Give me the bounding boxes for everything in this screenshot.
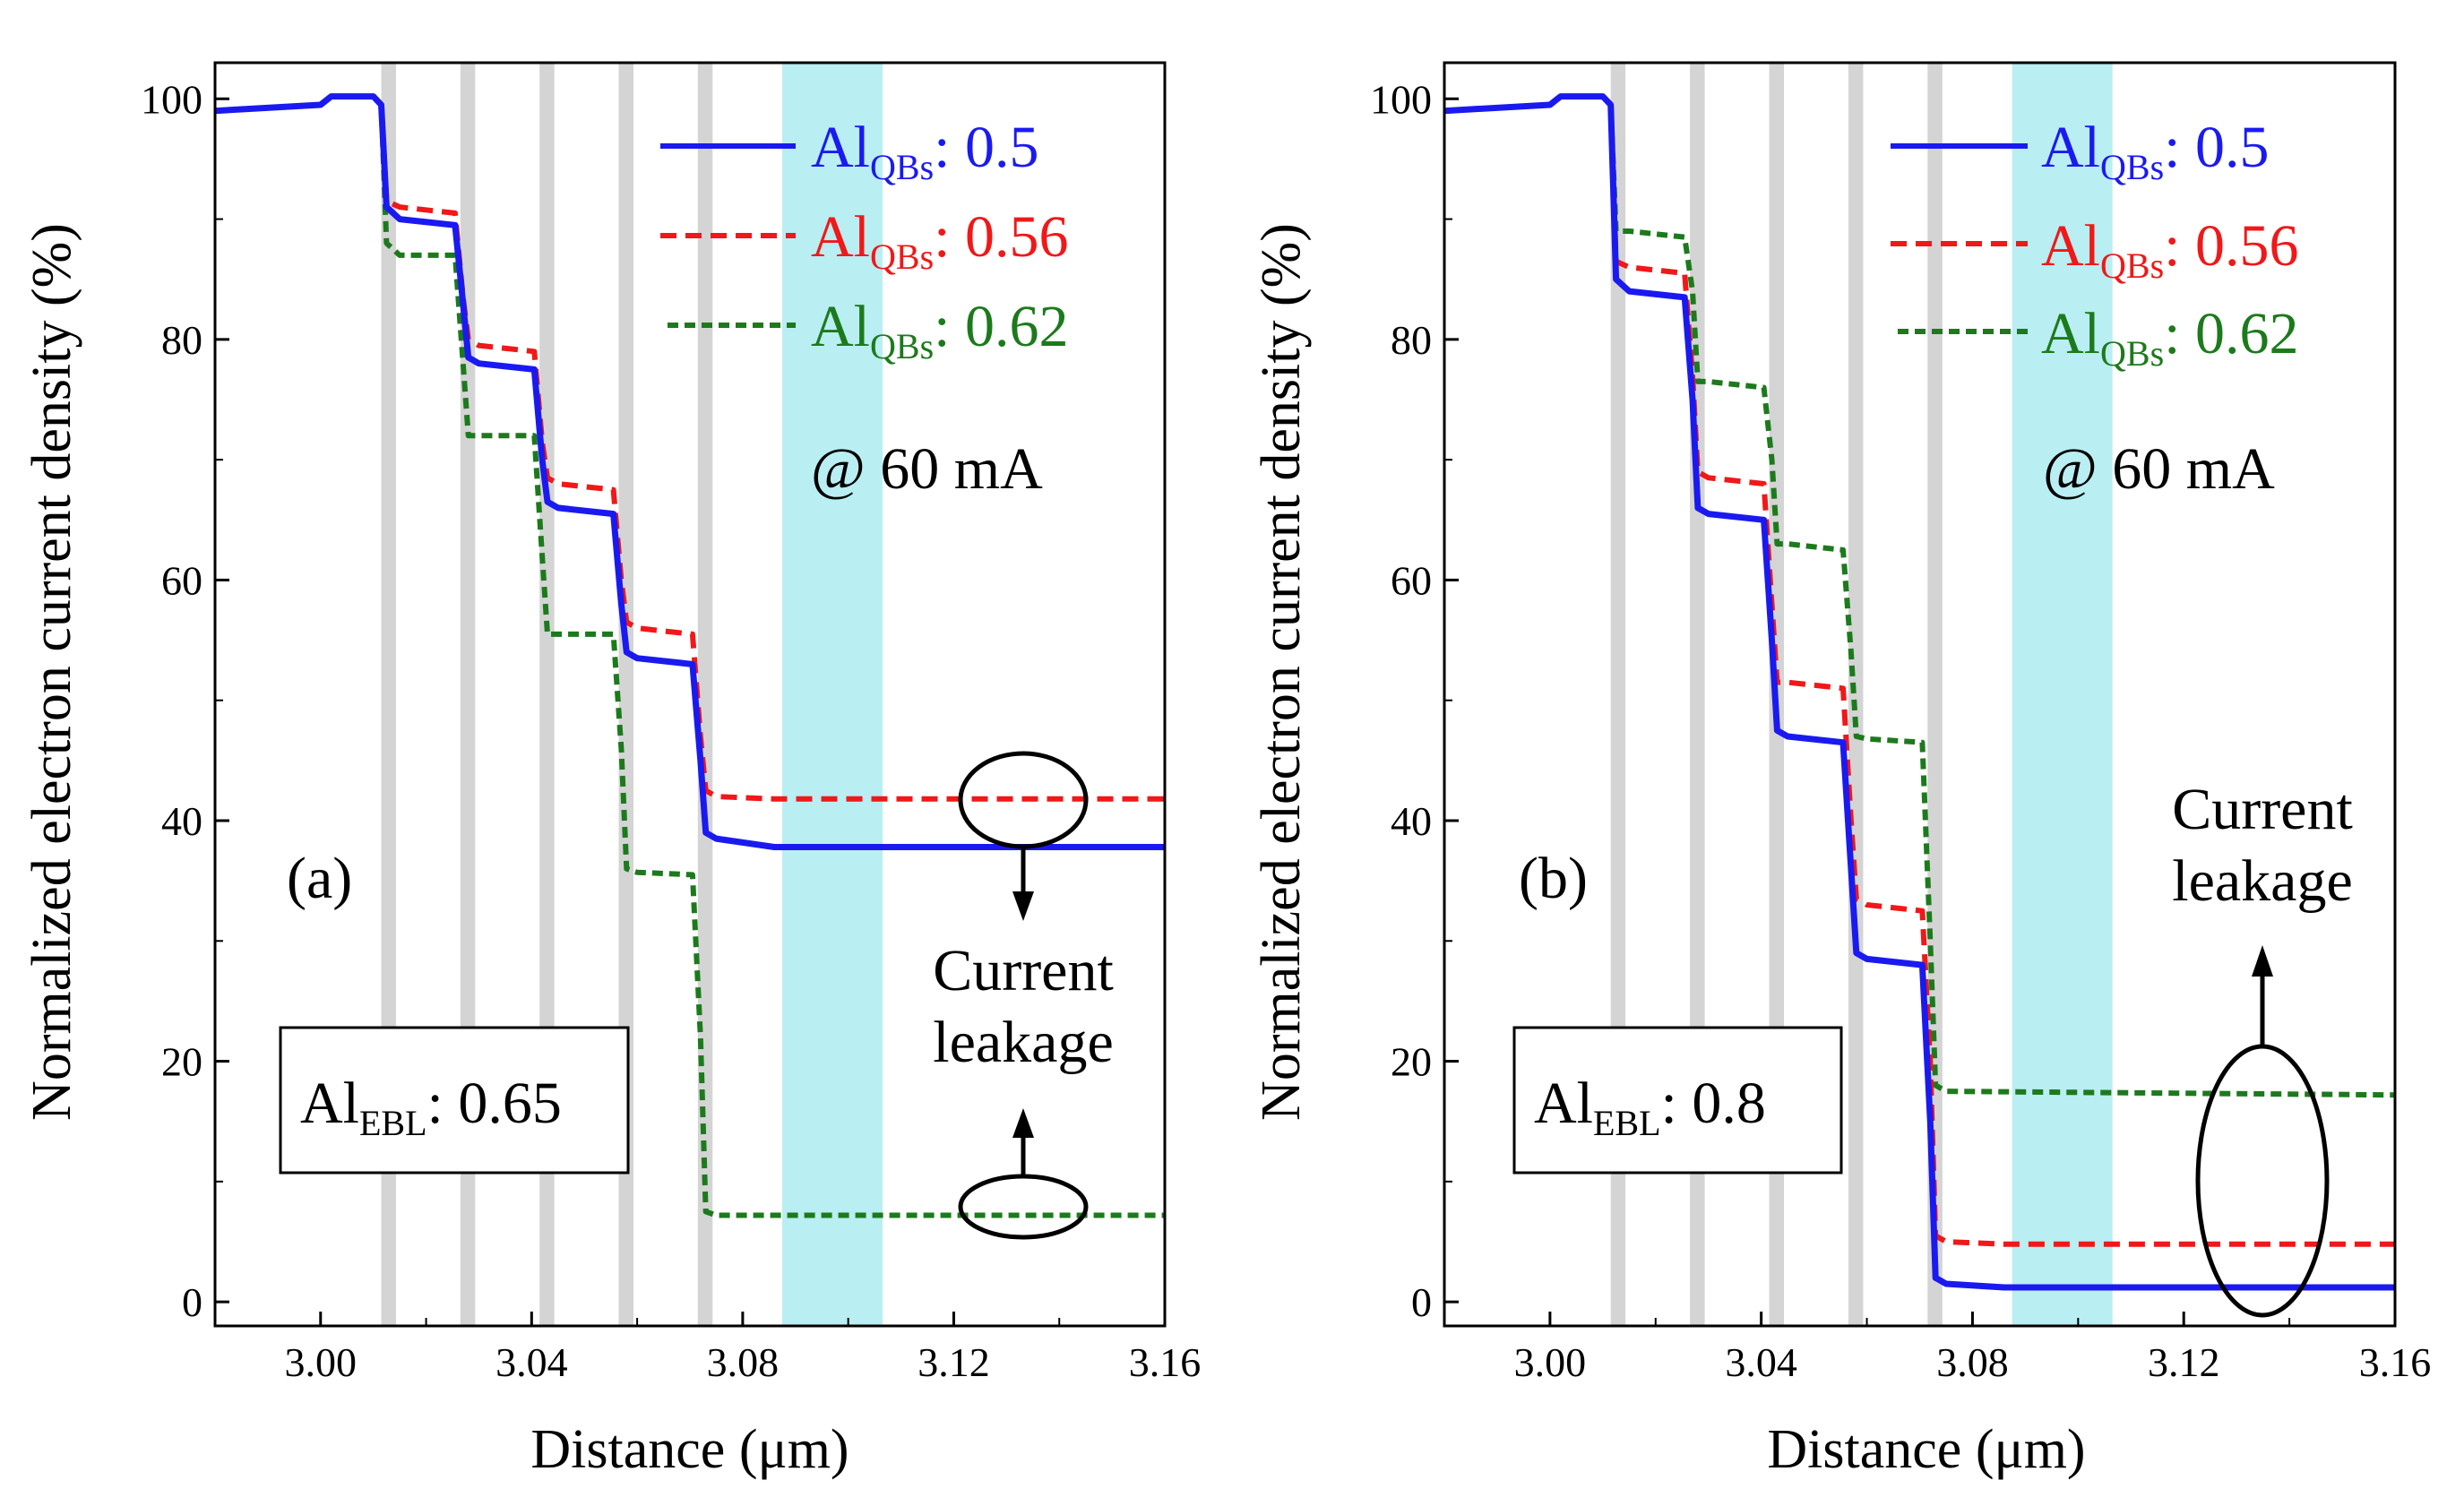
- series-line-b-0: [1443, 93, 2395, 1291]
- barrier-band-a-3: [618, 63, 633, 1326]
- y-tick-label-b-5: 100: [1370, 76, 1432, 122]
- barrier-band-a-1: [460, 63, 476, 1326]
- bands-b: [1610, 63, 2113, 1326]
- series-b: [1443, 93, 2396, 1291]
- y-tick-label-b-0: 0: [1411, 1279, 1432, 1325]
- x-tick-label-b-1: 3.04: [1725, 1339, 1797, 1385]
- x-tick-label-b-4: 3.16: [2359, 1339, 2432, 1385]
- panel-label-b: (b): [1519, 846, 1588, 911]
- barrier-band-b-4: [1927, 63, 1943, 1326]
- condition-label-a: @ 60 mA: [811, 436, 1043, 502]
- y-tick-label-b-3: 60: [1391, 557, 1432, 603]
- y-tick-label-a-3: 60: [161, 557, 202, 603]
- leakage-text-line1-a: Current: [933, 938, 1114, 1003]
- y-tick-label-a-0: 0: [182, 1279, 202, 1325]
- ebl-label-a: AlEBL: 0.65: [300, 1071, 562, 1143]
- bands-a: [381, 63, 883, 1326]
- y-tick-label-b-2: 40: [1391, 798, 1432, 844]
- x-axis-title-b: Distance (μm): [1767, 1419, 2085, 1480]
- ticks-b: 3.00 3.04 3.08 3.12 3.16 0 20 40 60 80 100: [1370, 76, 2431, 1385]
- y-tick-label-a-5: 100: [141, 76, 202, 122]
- legend-a: AlQBs: 0.5 AlQBs: 0.56 AlQBs: 0.62: [660, 115, 1068, 366]
- legend-label-b-1: AlQBs: 0.56: [2041, 213, 2298, 286]
- y-tick-label-a-1: 20: [161, 1039, 202, 1085]
- plot-frame-a: [213, 61, 1167, 1328]
- leakage-annotation-a: Current leakage: [933, 751, 1114, 1240]
- ebl-band-a: [782, 63, 883, 1326]
- series-a: [214, 93, 1165, 1218]
- x-tick-label-a-2: 3.08: [707, 1339, 780, 1385]
- barrier-band-a-0: [381, 63, 396, 1326]
- panel-label-a: (a): [287, 846, 352, 911]
- plot-frame-b: [1443, 61, 2397, 1328]
- leakage-arrowhead-down-a: [1012, 891, 1034, 921]
- ebl-box-a: [279, 1026, 630, 1175]
- legend-b: AlQBs: 0.5 AlQBs: 0.56 AlQBs: 0.62: [1891, 115, 2298, 374]
- leakage-ellipse-bottom-a: [958, 1174, 1089, 1240]
- barrier-band-b-3: [1848, 63, 1864, 1326]
- panel-b: 3.00 3.04 3.08 3.12 3.16 0 20 40 60 80 100 Normali…: [1251, 61, 2431, 1480]
- panel-a: 3.00 3.04 3.08 3.12 3.16 0 20 40 60 80 100 Normali…: [22, 61, 1201, 1480]
- ticks-a: 3.00 3.04 3.08 3.12 3.16 0 20 40 60 80 100: [141, 76, 1201, 1385]
- x-tick-label-b-2: 3.08: [1936, 1339, 2009, 1385]
- y-tick-label-a-4: 80: [161, 317, 202, 363]
- ebl-band-b: [2012, 63, 2113, 1326]
- legend-label-a-2: AlQBs: 0.62: [811, 294, 1068, 366]
- leakage-ellipse-b: [2195, 1044, 2330, 1318]
- x-tick-label-a-4: 3.16: [1129, 1339, 1202, 1385]
- condition-label-b: @ 60 mA: [2043, 436, 2275, 502]
- y-tick-label-a-2: 40: [161, 798, 202, 844]
- x-tick-label-b-0: 3.00: [1514, 1339, 1587, 1385]
- series-line-a-0: [214, 93, 1165, 850]
- y-tick-label-b-1: 20: [1391, 1039, 1432, 1085]
- barrier-band-a-4: [697, 63, 713, 1326]
- y-axis-title-b: Normalized electron current density (%): [1251, 223, 1312, 1121]
- leakage-text-line2-b: leakage: [2172, 848, 2353, 914]
- legend-label-a-0: AlQBs: 0.5: [811, 115, 1038, 187]
- legend-label-b-2: AlQBs: 0.62: [2041, 301, 2298, 374]
- legend-label-b-0: AlQBs: 0.5: [2041, 115, 2269, 187]
- leakage-arrowhead-up-a: [1012, 1108, 1034, 1138]
- legend-label-a-1: AlQBs: 0.56: [811, 204, 1068, 277]
- x-tick-label-b-3: 3.12: [2148, 1339, 2220, 1385]
- x-tick-label-a-0: 3.00: [285, 1339, 358, 1385]
- leakage-text-line2-a: leakage: [933, 1010, 1114, 1075]
- x-tick-label-a-3: 3.12: [918, 1339, 990, 1385]
- x-axis-title-a: Distance (μm): [530, 1419, 849, 1480]
- barrier-band-b-0: [1610, 63, 1626, 1326]
- leakage-arrowhead-up-b: [2252, 945, 2273, 977]
- y-axis-title-a: Normalized electron current density (%): [22, 223, 82, 1121]
- x-tick-label-a-1: 3.04: [495, 1339, 568, 1385]
- leakage-text-line1-b: Current: [2172, 777, 2353, 842]
- ebl-box-b: [1512, 1026, 1843, 1175]
- leakage-annotation-b: Current leakage: [2172, 777, 2353, 1318]
- y-tick-label-b-4: 80: [1391, 317, 1432, 363]
- barrier-band-a-2: [539, 63, 555, 1326]
- ebl-label-b: AlEBL: 0.8: [1534, 1071, 1766, 1143]
